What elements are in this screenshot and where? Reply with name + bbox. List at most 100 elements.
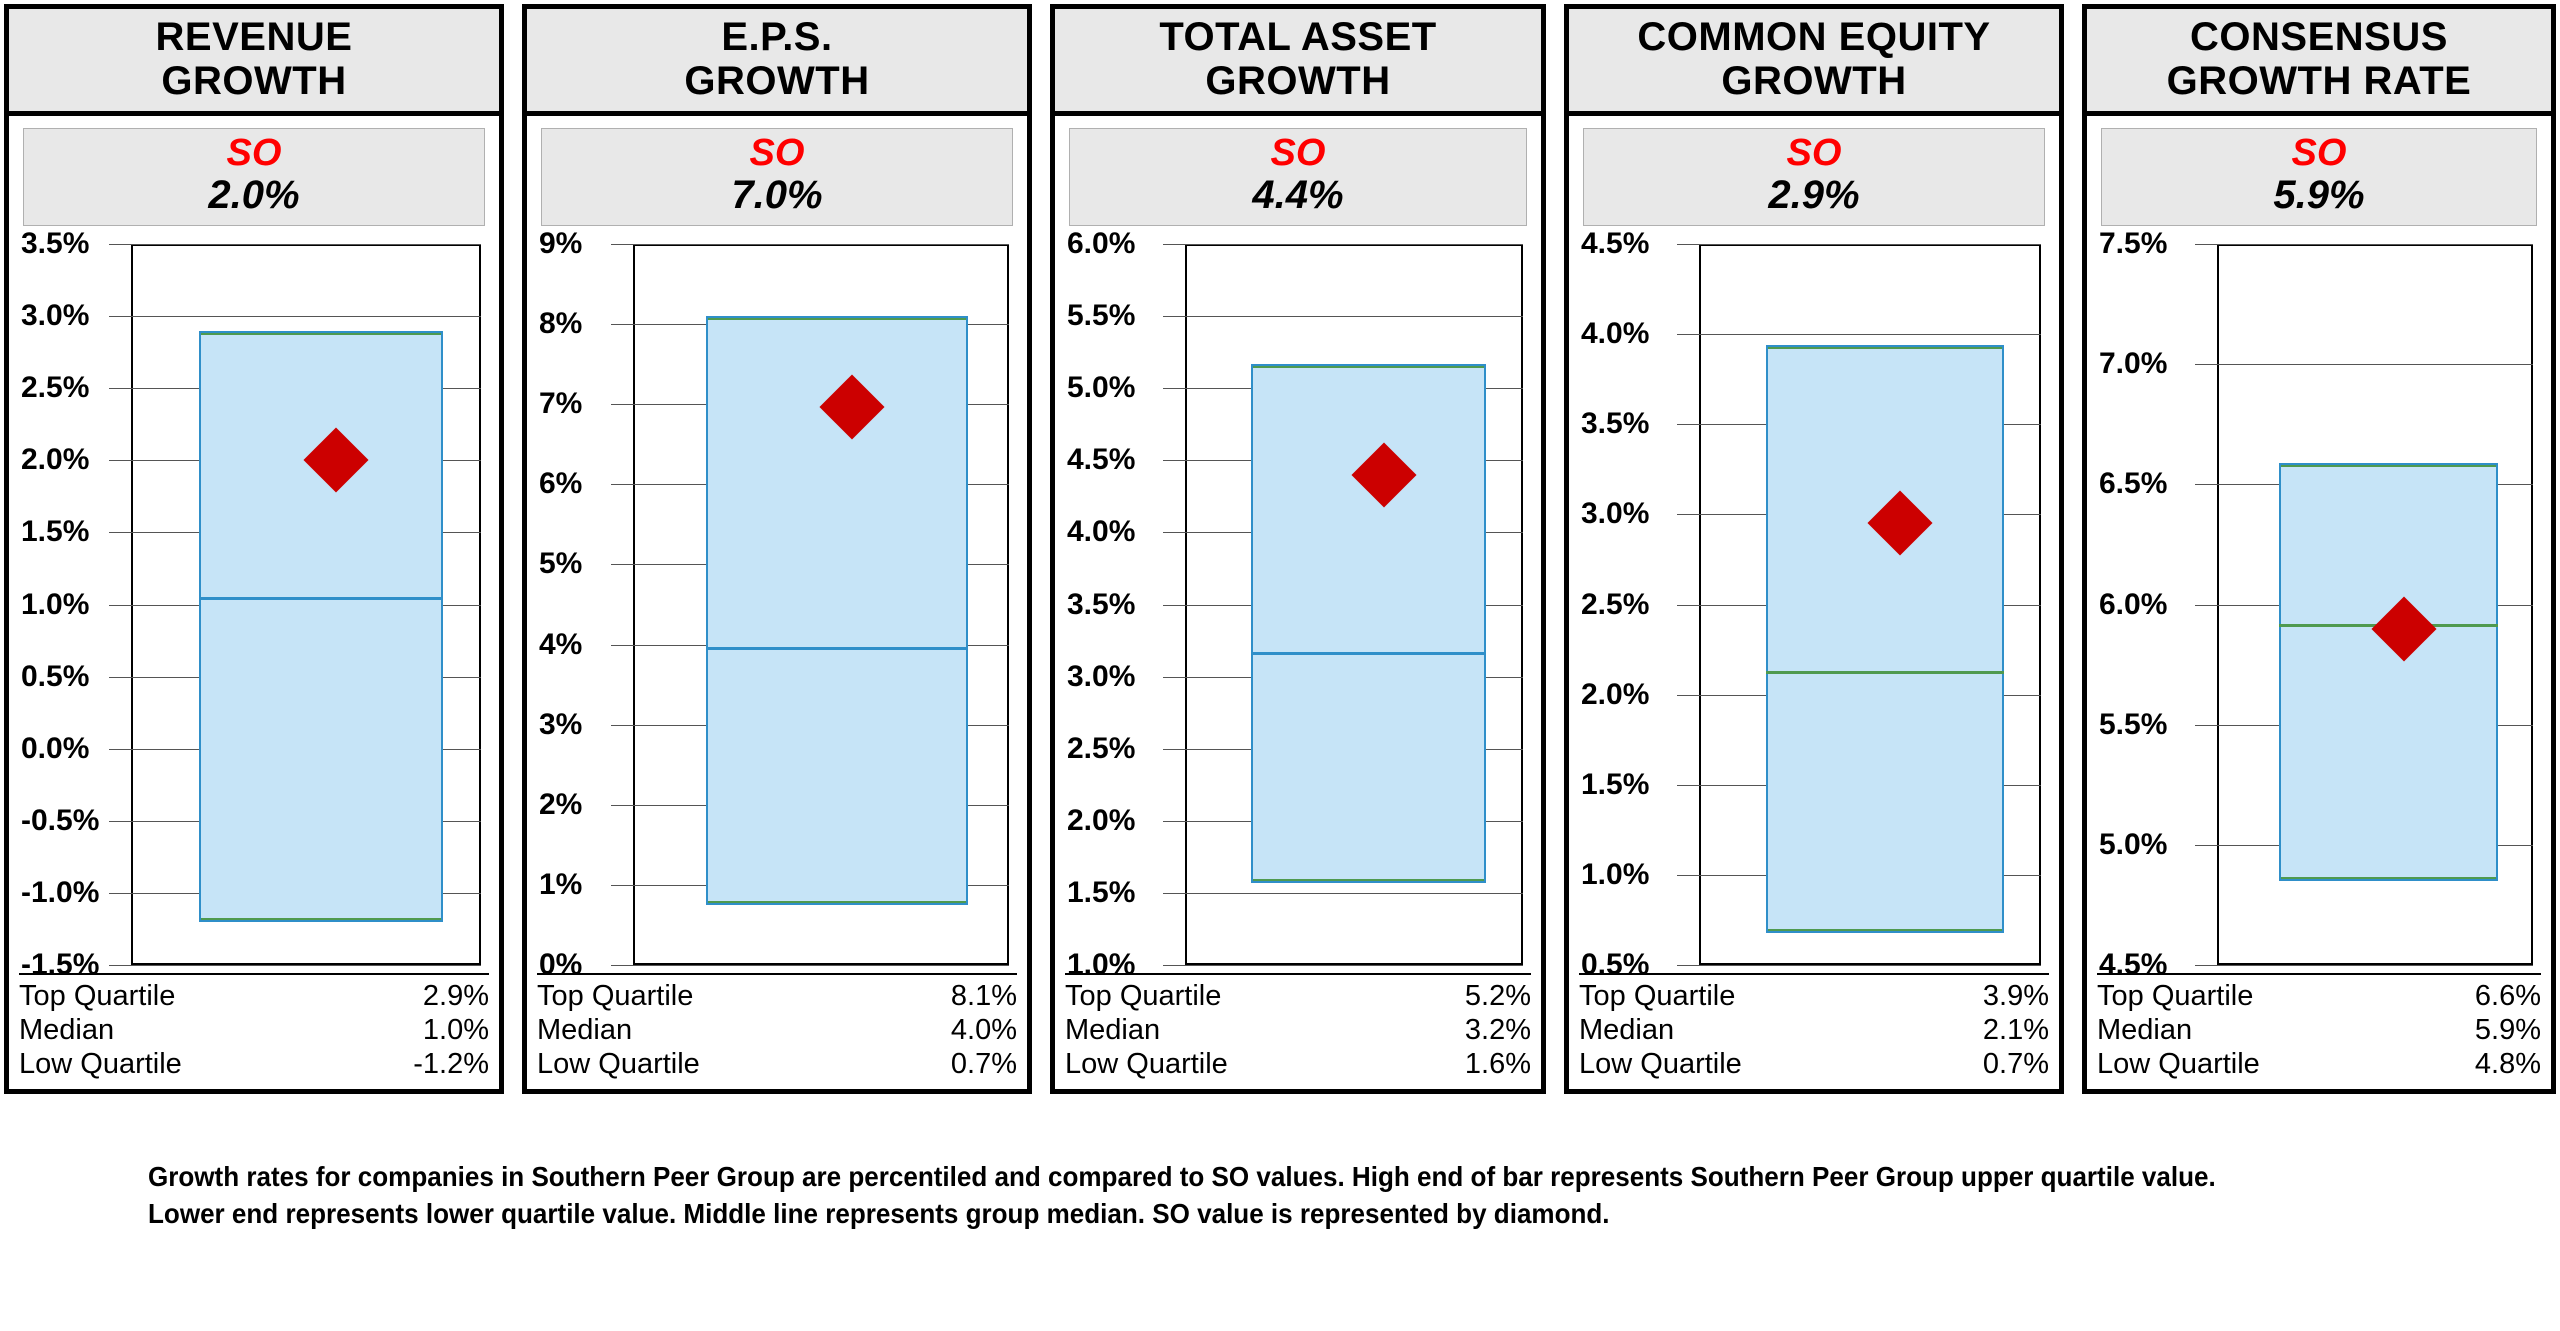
so-company-label: SO: [2291, 132, 2347, 174]
y-axis-tick-label: 0.0%: [21, 731, 90, 765]
y-axis-tick-label: 2.5%: [21, 371, 90, 405]
y-axis-tick-label: 6.0%: [2099, 587, 2168, 621]
chart-frame-top: [2217, 244, 2533, 246]
y-axis-gridline: [1163, 892, 1523, 894]
panel-title: COMMON EQUITY GROWTH: [1569, 9, 2059, 116]
y-axis-tick-label: 3.5%: [1067, 587, 1136, 621]
stat-value: 0.7%: [950, 1048, 1017, 1080]
stat-value: 5.2%: [1464, 980, 1531, 1012]
y-axis-tick-label: 1%: [539, 867, 583, 901]
so-value: 7.0%: [731, 173, 823, 217]
so-value-container: SO 5.9%: [2087, 116, 2551, 226]
y-axis-gridline: [109, 316, 481, 318]
top-quartile-cap: [1768, 346, 2002, 349]
y-axis-tick-label: 0%: [539, 948, 583, 981]
quartile-stats-table: Top Quartile 8.1% Median 4.0% Low Quartile 0.…: [537, 973, 1017, 1081]
table-row: Top Quartile 5.2%: [1065, 979, 1531, 1013]
quartile-stats-table: Top Quartile 6.6% Median 5.9% Low Quartile 4.…: [2097, 973, 2541, 1081]
table-row: Median 2.1%: [1579, 1013, 2049, 1047]
table-row: Median 5.9%: [2097, 1013, 2541, 1047]
so-value: 2.0%: [208, 173, 300, 217]
stat-label: Low Quartile: [1065, 1048, 1228, 1080]
chart-frame: [633, 244, 1009, 965]
stat-value: -1.2%: [413, 1048, 489, 1080]
quartile-stats-table: Top Quartile 5.2% Median 3.2% Low Quartile 1.…: [1065, 973, 1531, 1081]
y-axis-gridline: [2195, 244, 2533, 245]
quartile-bar: [199, 330, 443, 922]
y-axis-tick-label: -1.0%: [21, 875, 100, 909]
stat-value: 2.9%: [422, 980, 489, 1012]
y-axis-tick-label: 1.5%: [1067, 875, 1136, 909]
quartile-bar: [1251, 363, 1486, 883]
y-axis-tick-label: 3%: [539, 707, 583, 741]
y-axis-tick-label: -0.5%: [21, 803, 100, 837]
y-axis-tick-label: 1.0%: [1067, 948, 1136, 981]
y-axis-tick-label: 2.0%: [1581, 677, 1650, 711]
quartile-stats-table: Top Quartile 2.9% Median 1.0% Low Quartile -1…: [19, 973, 489, 1081]
y-axis-gridline: [1163, 965, 1523, 966]
stat-value: 3.2%: [1464, 1014, 1531, 1046]
stat-label: Low Quartile: [537, 1048, 700, 1080]
chart-frame-top: [1699, 244, 2041, 246]
stat-label: Low Quartile: [2097, 1048, 2260, 1080]
y-axis-tick-label: 4.5%: [1581, 227, 1650, 260]
top-quartile-cap: [708, 318, 966, 321]
top-quartile-cap: [2281, 464, 2496, 467]
y-axis-gridline: [2195, 965, 2533, 966]
box-plot-chart: 3.5% 3.0% 2.5% 2.0% 1.5% 1.0% 0.5% 0.0% -0.5% -1.…: [19, 227, 489, 981]
metric-panel: E.P.S. GROWTH SO 7.0% 9% 8% 7% 6% 5% 4% 3% 2% 1% 0% T…: [522, 4, 1032, 1094]
so-company-label: SO: [1270, 132, 1326, 174]
low-quartile-cap: [708, 900, 966, 903]
so-value-container: SO 4.4%: [1055, 116, 1541, 226]
panel-title: TOTAL ASSET GROWTH: [1055, 9, 1541, 116]
y-axis-tick-label: 2.5%: [1067, 731, 1136, 765]
low-quartile-cap: [2281, 876, 2496, 879]
low-quartile-cap: [201, 917, 441, 920]
so-box: SO 2.0%: [23, 128, 485, 226]
so-value: 2.9%: [1768, 173, 1860, 217]
so-value-container: SO 2.9%: [1569, 116, 2059, 226]
table-row: Low Quartile 4.8%: [2097, 1047, 2541, 1081]
top-quartile-cap: [1253, 365, 1484, 368]
stat-label: Low Quartile: [1579, 1048, 1742, 1080]
y-axis-gridline: [1677, 965, 2041, 966]
stat-value: 5.9%: [2474, 1014, 2541, 1046]
so-box: SO 7.0%: [541, 128, 1013, 226]
table-row: Low Quartile -1.2%: [19, 1047, 489, 1081]
panel-title: CONSENSUS GROWTH RATE: [2087, 9, 2551, 116]
table-row: Top Quartile 8.1%: [537, 979, 1017, 1013]
y-axis-tick-label: 5.5%: [1067, 299, 1136, 333]
box-plot-chart: 4.5% 4.0% 3.5% 3.0% 2.5% 2.0% 1.5% 1.0% 0.5%: [1579, 227, 2049, 981]
low-quartile-cap: [1768, 928, 2002, 931]
quartile-bar: [1766, 344, 2004, 933]
table-row: Top Quartile 2.9%: [19, 979, 489, 1013]
y-axis-tick-label: 1.0%: [1581, 857, 1650, 891]
y-axis-tick-label: 7.0%: [2099, 347, 2168, 381]
so-box: SO 2.9%: [1583, 128, 2045, 226]
y-axis-tick-label: 5%: [539, 547, 583, 581]
y-axis-gridline: [1163, 244, 1523, 245]
y-axis-tick-label: 7.5%: [2099, 227, 2168, 260]
y-axis-tick-label: 3.0%: [21, 299, 90, 333]
y-axis-gridline: [611, 965, 1009, 966]
stat-label: Top Quartile: [19, 980, 176, 1012]
stat-label: Median: [1579, 1014, 1675, 1046]
y-axis-gridline: [611, 244, 1009, 245]
metric-panel: TOTAL ASSET GROWTH SO 4.4% 6.0% 5.5% 5.0% 4.5%…: [1050, 4, 1546, 1094]
y-axis-tick-label: 4.5%: [2099, 948, 2168, 981]
quartile-stats-table: Top Quartile 3.9% Median 2.1% Low Quartile 0.…: [1579, 973, 2049, 1081]
y-axis-tick-label: 5.5%: [2099, 707, 2168, 741]
chart-frame-top: [131, 244, 481, 246]
y-axis-tick-label: 2.0%: [1067, 803, 1136, 837]
y-axis-tick-label: 2%: [539, 787, 583, 821]
y-axis-tick-label: 2.5%: [1581, 587, 1650, 621]
table-row: Low Quartile 0.7%: [1579, 1047, 2049, 1081]
metric-panel: CONSENSUS GROWTH RATE SO 5.9% 7.5% 7.0% 6.5% 6…: [2082, 4, 2556, 1094]
median-line: [1766, 671, 2004, 675]
chart-frame-top: [1185, 244, 1523, 246]
y-axis-tick-label: 5.0%: [1067, 371, 1136, 405]
y-axis-tick-label: 1.5%: [1581, 767, 1650, 801]
top-quartile-cap: [201, 332, 441, 335]
stat-label: Top Quartile: [1579, 980, 1736, 1012]
y-axis-tick-label: -1.5%: [21, 948, 100, 981]
